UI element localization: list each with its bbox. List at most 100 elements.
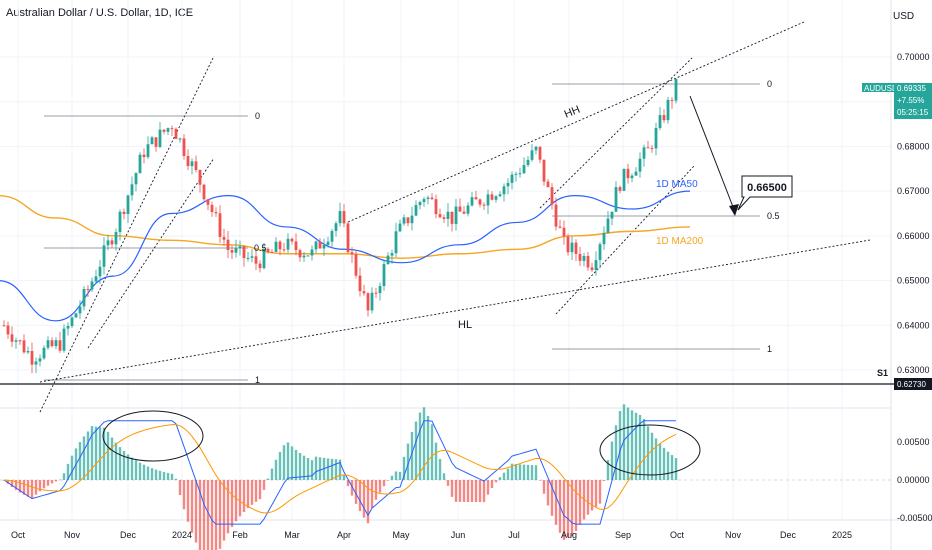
candle-body[interactable] xyxy=(426,197,430,200)
candle-body[interactable] xyxy=(626,168,630,179)
candle-body[interactable] xyxy=(290,238,294,242)
candle-body[interactable] xyxy=(50,340,54,347)
candle-body[interactable] xyxy=(386,255,390,265)
time-axis[interactable]: Oct Nov Dec 2024 Feb Mar Apr May Jun Jul Aug Sep Oct… xyxy=(11,530,852,540)
candle-body[interactable] xyxy=(238,246,242,248)
candle-body[interactable] xyxy=(634,171,638,176)
candle-body[interactable] xyxy=(226,239,230,251)
candle-body[interactable] xyxy=(458,206,462,212)
candle-body[interactable] xyxy=(586,255,590,268)
candle-body[interactable] xyxy=(310,249,314,256)
candle-body[interactable] xyxy=(54,340,58,347)
candle-body[interactable] xyxy=(550,187,554,205)
candle-body[interactable] xyxy=(278,241,282,250)
candle-body[interactable] xyxy=(242,246,246,259)
candle-body[interactable] xyxy=(354,254,358,276)
candle-body[interactable] xyxy=(250,256,254,258)
candle-body[interactable] xyxy=(294,241,298,251)
candle-body[interactable] xyxy=(410,215,414,224)
candle-body[interactable] xyxy=(574,242,578,255)
candle-body[interactable] xyxy=(350,252,354,255)
candle-body[interactable] xyxy=(418,202,422,206)
candle-body[interactable] xyxy=(662,115,666,121)
candle-body[interactable] xyxy=(286,238,290,250)
candle-body[interactable] xyxy=(406,217,410,224)
candle-body[interactable] xyxy=(510,174,514,183)
candle-body[interactable] xyxy=(590,267,594,271)
main-channel-lower[interactable] xyxy=(39,239,871,383)
candle-body[interactable] xyxy=(502,186,506,195)
candle-body[interactable] xyxy=(486,194,490,206)
candle-body[interactable] xyxy=(362,291,366,294)
candle-body[interactable] xyxy=(194,161,198,171)
candle-body[interactable] xyxy=(470,197,474,206)
candle-body[interactable] xyxy=(462,211,466,214)
indicator-axis[interactable]: 0.00500 0.00000 -0.00500 xyxy=(897,437,932,523)
signal-line[interactable] xyxy=(3,423,677,514)
candle-body[interactable] xyxy=(650,147,654,149)
candle-body[interactable] xyxy=(198,170,202,185)
candle-body[interactable] xyxy=(234,247,238,253)
candle-body[interactable] xyxy=(306,255,310,257)
candle-body[interactable] xyxy=(434,199,438,215)
candle-body[interactable] xyxy=(630,175,634,179)
candle-body[interactable] xyxy=(170,128,174,130)
candle-body[interactable] xyxy=(66,325,70,329)
candle-body[interactable] xyxy=(438,214,442,218)
candle-body[interactable] xyxy=(490,194,494,200)
candle-body[interactable] xyxy=(30,351,34,365)
candle-body[interactable] xyxy=(82,289,86,307)
candle-body[interactable] xyxy=(122,211,126,215)
candle-body[interactable] xyxy=(42,347,46,359)
candle-body[interactable] xyxy=(466,205,470,214)
candle-body[interactable] xyxy=(210,204,214,213)
candle-body[interactable] xyxy=(274,241,278,252)
candle-body[interactable] xyxy=(326,241,330,246)
candle-body[interactable] xyxy=(102,245,106,267)
candle-body[interactable] xyxy=(230,250,234,253)
candle-body[interactable] xyxy=(602,232,606,245)
candle-body[interactable] xyxy=(558,226,562,228)
candle-body[interactable] xyxy=(110,240,114,245)
candle-body[interactable] xyxy=(654,128,658,149)
candle-body[interactable] xyxy=(114,232,118,245)
candle-body[interactable] xyxy=(562,227,566,237)
candle-body[interactable] xyxy=(74,313,78,318)
candle-body[interactable] xyxy=(138,154,142,174)
candle-body[interactable] xyxy=(622,168,626,191)
candle-body[interactable] xyxy=(282,249,286,251)
candle-body[interactable] xyxy=(526,159,530,166)
candle-body[interactable] xyxy=(22,340,26,353)
candle-body[interactable] xyxy=(146,144,150,158)
candle-body[interactable] xyxy=(658,115,662,129)
candle-body[interactable] xyxy=(374,292,378,294)
candle-body[interactable] xyxy=(134,173,138,185)
candle-body[interactable] xyxy=(254,256,258,264)
macd-histogram[interactable] xyxy=(2,404,678,550)
candle-body[interactable] xyxy=(454,206,458,224)
candle-body[interactable] xyxy=(370,292,374,311)
candle-body[interactable] xyxy=(150,137,154,145)
candle-body[interactable] xyxy=(646,147,650,149)
candle-body[interactable] xyxy=(614,187,618,212)
candle-body[interactable] xyxy=(446,211,450,219)
candle-body[interactable] xyxy=(178,138,182,140)
candle-body[interactable] xyxy=(262,248,266,269)
candle-body[interactable] xyxy=(366,293,370,311)
candle-body[interactable] xyxy=(142,154,146,158)
candle-body[interactable] xyxy=(182,138,186,156)
candle-body[interactable] xyxy=(6,325,10,335)
candle-body[interactable] xyxy=(86,289,90,291)
candle-body[interactable] xyxy=(314,241,318,250)
left-channel-lower[interactable] xyxy=(87,157,215,349)
candle-body[interactable] xyxy=(506,182,510,187)
candle-body[interactable] xyxy=(674,78,678,101)
candle-body[interactable] xyxy=(154,137,158,147)
candle-body[interactable] xyxy=(334,223,338,231)
candle-body[interactable] xyxy=(578,254,582,261)
candle-body[interactable] xyxy=(130,184,134,196)
candle-body[interactable] xyxy=(414,205,418,216)
candle-body[interactable] xyxy=(570,242,574,253)
candle-body[interactable] xyxy=(302,255,306,258)
